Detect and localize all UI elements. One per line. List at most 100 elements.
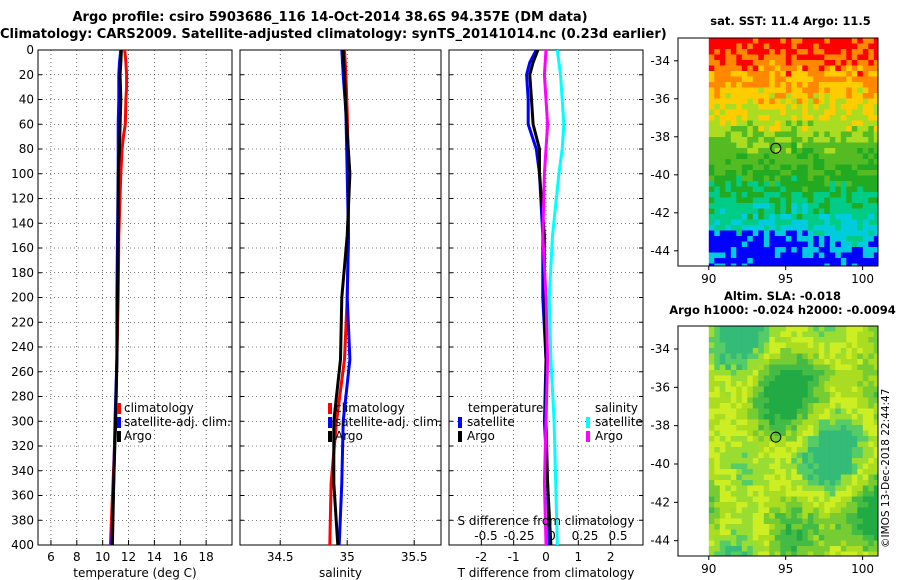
sla-map-edge-mask xyxy=(878,324,899,560)
sla-map-title-line1: Altim. SLA: -0.018 xyxy=(723,289,842,303)
sla-map-ytick-label: -42 xyxy=(650,495,670,509)
difference-xtick-label: -1 xyxy=(508,550,520,564)
depth-tick-label: 100 xyxy=(11,167,34,181)
salinity-legend-swatch xyxy=(328,417,332,428)
sst-map-argo-marker xyxy=(770,142,782,154)
depth-tick-label: 400 xyxy=(11,538,34,552)
diff-legend-heading-salinity: salinity xyxy=(595,401,638,415)
sst-map-edge-mask xyxy=(878,36,899,270)
temperature-xlabel: temperature (deg C) xyxy=(73,566,196,580)
temperature-legend-swatch xyxy=(117,431,121,442)
temperature-xtick-label: 6 xyxy=(47,550,55,564)
temperature-xtick-label: 16 xyxy=(173,550,188,564)
diff-legend-label: Argo xyxy=(467,429,495,443)
diff-inner-title: S difference from climatology xyxy=(458,514,635,528)
sla-map-edge-mask xyxy=(678,556,900,563)
depth-tick-label: 140 xyxy=(11,216,34,230)
salinity-xtick-label: 34.5 xyxy=(267,550,294,564)
depth-tick-label: 80 xyxy=(19,142,34,156)
diff-top-tick-label: 0.25 xyxy=(572,529,599,543)
sst-map-ytick-label: -40 xyxy=(650,168,670,182)
salinity-legend-label: satellite-adj. clim. xyxy=(335,415,442,429)
diff-legend-swatch xyxy=(586,431,590,442)
credit-text: ©IMOS 13-Dec-2018 22:44:47 xyxy=(880,388,892,548)
depth-tick-label: 160 xyxy=(11,241,34,255)
depth-tick-label: 120 xyxy=(11,192,34,206)
depth-tick-label: 300 xyxy=(11,414,34,428)
sla-map-ytick-label: -34 xyxy=(650,342,670,356)
sla-map-ytick-label: -44 xyxy=(650,534,670,548)
difference-series-s-argo xyxy=(541,49,550,546)
diff-legend-swatch xyxy=(458,417,462,428)
difference-xtick-label: 1 xyxy=(575,550,583,564)
sst-map-xtick-label: 100 xyxy=(851,272,874,286)
depth-tick-label: 340 xyxy=(11,464,34,478)
sla-map-ytick-label: -38 xyxy=(650,419,670,433)
depth-tick-label: 380 xyxy=(11,513,34,527)
diff-legend-label: satellite xyxy=(595,415,643,429)
diff-top-tick-label: -0.5 xyxy=(474,529,497,543)
depth-tick-label: 20 xyxy=(19,68,34,82)
temperature-series-argo xyxy=(110,49,123,546)
sst-map-ytick-label: -38 xyxy=(650,130,670,144)
salinity-legend-label: Argo xyxy=(335,429,363,443)
diff-legend-label: satellite xyxy=(467,415,515,429)
sla-map-xtick-label: 100 xyxy=(851,562,874,576)
sst-map-frame xyxy=(677,37,879,267)
sla-map-frame xyxy=(677,325,879,557)
diff-legend-heading-temperature: temperature xyxy=(468,401,543,415)
salinity-xtick-label: 35.5 xyxy=(401,550,428,564)
sla-map-field xyxy=(708,326,880,558)
depth-tick-label: 0 xyxy=(26,43,34,57)
temperature-legend-label: Argo xyxy=(124,429,152,443)
sst-map-ytick-label: -34 xyxy=(650,54,670,68)
sla-map-title-line2: Argo h1000: -0.024 h2000: -0.0094 xyxy=(669,303,896,317)
depth-tick-label: 260 xyxy=(11,365,34,379)
sst-map-title: sat. SST: 11.4 Argo: 11.5 xyxy=(710,14,871,28)
sla-map-ytick-label: -36 xyxy=(650,380,670,394)
diff-legend-swatch xyxy=(586,417,590,428)
salinity-xlabel: salinity xyxy=(319,566,362,580)
difference-xtick-label: -2 xyxy=(475,550,487,564)
temperature-xtick-label: 10 xyxy=(95,550,110,564)
difference-xtick-label: 0 xyxy=(542,550,550,564)
difference-series-s-satellite xyxy=(547,49,566,546)
depth-tick-label: 40 xyxy=(19,93,34,107)
sst-map-xtick-label: 95 xyxy=(778,272,793,286)
depth-tick-label: 200 xyxy=(11,291,34,305)
sst-map-edge-mask xyxy=(678,266,900,273)
sst-map-ytick-label: -42 xyxy=(650,206,670,220)
temperature-legend-swatch xyxy=(117,403,121,414)
depth-tick-label: 280 xyxy=(11,390,34,404)
salinity-legend-swatch xyxy=(328,403,332,414)
depth-tick-label: 240 xyxy=(11,340,34,354)
depth-tick-label: 360 xyxy=(11,489,34,503)
diff-legend-label: Argo xyxy=(595,429,623,443)
sla-map-ytick-label: -40 xyxy=(650,457,670,471)
salinity-legend-swatch xyxy=(328,431,332,442)
diff-legend-swatch xyxy=(458,431,462,442)
salinity-series-argo xyxy=(332,49,352,546)
sst-map-xtick-label: 90 xyxy=(701,272,716,286)
salinity-xtick-label: 35 xyxy=(340,550,355,564)
temperature-xtick-label: 8 xyxy=(73,550,81,564)
salinity-legend-label: climatology xyxy=(335,401,405,415)
difference-xtick-label: 2 xyxy=(607,550,615,564)
depth-tick-label: 60 xyxy=(19,117,34,131)
sla-map-argo-marker xyxy=(770,431,782,443)
sla-map-xtick-label: 90 xyxy=(701,562,716,576)
depth-tick-label: 180 xyxy=(11,266,34,280)
temperature-xtick-label: 18 xyxy=(198,550,213,564)
temperature-legend-swatch xyxy=(117,417,121,428)
sla-map-xtick-label: 95 xyxy=(778,562,793,576)
figure-title-line2: Climatology: CARS2009. Satellite-adjuste… xyxy=(0,27,667,42)
depth-tick-label: 220 xyxy=(11,315,34,329)
diff-top-tick-label: 0.5 xyxy=(608,529,627,543)
figure-title-line1: Argo profile: csiro 5903686_116 14-Oct-2… xyxy=(72,10,588,25)
temperature-legend-label: climatology xyxy=(124,401,194,415)
depth-tick-label: 320 xyxy=(11,439,34,453)
diff-top-tick-label: -0.25 xyxy=(503,529,534,543)
sst-map-field xyxy=(708,38,880,270)
temperature-xtick-label: 12 xyxy=(121,550,136,564)
temperature-legend-label: satellite-adj. clim. xyxy=(124,415,231,429)
